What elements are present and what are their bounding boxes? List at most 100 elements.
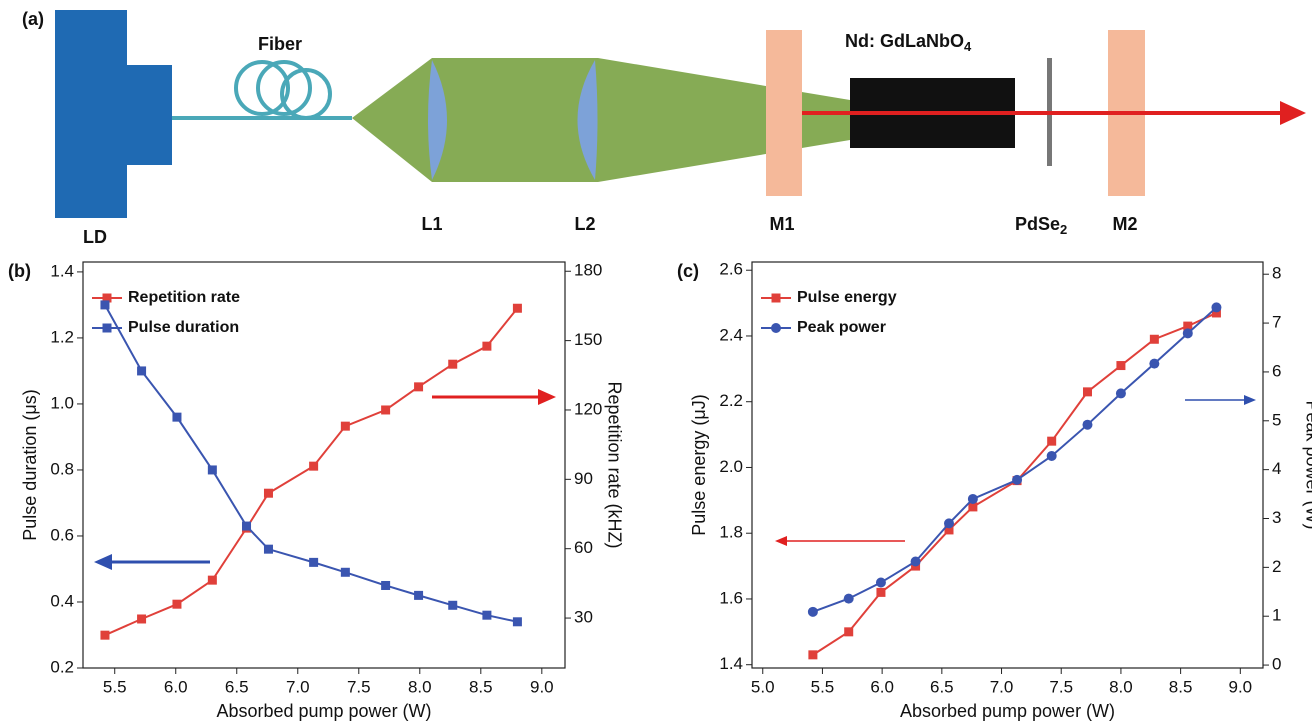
marker [309,461,319,471]
legend-marker [102,293,112,303]
marker [100,300,110,310]
lens-l2 [577,60,598,180]
marker [807,606,818,617]
x-axis-label: Absorbed pump power (W) [900,701,1115,721]
x-tick-label: 7.0 [286,677,310,696]
marker [172,412,182,422]
x-tick-label: 7.0 [990,677,1014,696]
marker [875,577,886,588]
marker [172,599,182,609]
marker [944,525,954,535]
y2-tick-label: 5 [1272,410,1281,429]
absorber-subscript: 2 [1060,222,1067,237]
marker [1149,358,1160,369]
marker [448,600,458,610]
y2-tick-label: 150 [574,330,602,349]
marker [309,557,319,567]
plot-frame [82,261,566,669]
panel-label: (c) [677,261,699,281]
y2-tick-label: 2 [1272,557,1281,576]
y2-tick-label: 180 [574,261,602,280]
x-tick-label: 6.0 [164,677,188,696]
l1-label: L1 [421,214,442,234]
y2-tick-label: 90 [574,469,593,488]
marker [207,465,217,475]
y2-axis-label: Peak power (W) [1302,400,1312,529]
marker [448,359,458,369]
fiber-label: Fiber [258,34,302,54]
marker [1012,474,1023,485]
y2-tick-label: 4 [1272,459,1281,478]
y-tick-label: 0.8 [50,459,74,478]
x-tick-label: 7.5 [347,677,371,696]
pump-beam [352,58,850,182]
legend-label: Repetition rate [128,289,240,306]
legend-label: Pulse energy [797,289,897,306]
y-tick-label: 1.8 [719,523,743,542]
marker [340,421,350,431]
marker [910,556,921,567]
legend-marker [771,323,781,333]
y-tick-label: 0.2 [50,657,74,676]
y2-tick-label: 6 [1272,361,1281,380]
m1-label: M1 [769,214,794,234]
marker [1115,388,1126,399]
y2-axis-label: Repetition rate (kHZ) [604,381,624,548]
y2-tick-label: 0 [1272,655,1281,674]
fiber-coil [234,60,332,120]
legend-marker [771,293,781,303]
marker [414,590,424,600]
x-tick-label: 9.0 [1228,677,1252,696]
marker [1149,334,1159,344]
marker [242,521,252,531]
panel-label: (a) [22,9,44,29]
series-line [812,306,1218,613]
marker [1183,321,1193,331]
chart: 5.0 5.5 6.0 6.5 7.0 7.5 8.0 8.5 9.0 1.4 1.6 1.8 2.0 2… [677,260,1312,721]
marker [381,405,391,415]
arrowhead [1244,395,1256,405]
x-tick-label: 9.0 [530,677,554,696]
y2-tick-label: 3 [1272,508,1281,527]
x-tick-label: 7.5 [1049,677,1073,696]
marker [1211,308,1221,318]
marker [512,617,522,627]
marker [381,580,391,590]
ld-label: LD [83,227,107,247]
x-tick-label: 6.5 [930,677,954,696]
marker [1182,328,1193,339]
setup-diagram: (a) Fiber LD L1 L2 M1 M2 Nd: GdLaNbO4 Pd… [22,9,1306,247]
marker [1046,450,1057,461]
y-tick-label: 0.6 [50,525,74,544]
legend-label: Peak power [797,319,886,336]
chart-arrows [94,389,1256,570]
y-tick-label: 2.2 [719,391,743,410]
marker [967,493,978,504]
y2-tick-label: 7 [1272,313,1281,332]
y-tick-label: 1.6 [719,588,743,607]
marker [968,502,978,512]
y2-tick-label: 120 [574,399,602,418]
absorber-label: PdSe2 [1015,214,1067,238]
panel-label: (b) [8,261,31,281]
y-tick-label: 2.0 [719,457,743,476]
legend-label: Pulse duration [128,319,239,336]
marker [1082,419,1093,430]
y-tick-label: 2.4 [719,325,743,344]
arrowhead [94,554,112,570]
y-tick-label: 1.0 [50,393,74,412]
x-tick-label: 8.5 [469,677,493,696]
x-tick-label: 8.0 [408,677,432,696]
marker [512,303,522,313]
marker [844,627,854,637]
m2-label: M2 [1112,214,1137,234]
chart: 5.5 6.0 6.5 7.0 7.5 8.0 8.5 9.0 0.2 0.4 0.6 0.8 1.0 1… [8,261,624,721]
laser-diode [55,10,172,218]
marker [137,614,147,624]
marker [482,610,492,620]
marker [263,488,273,498]
x-tick-label: 8.0 [1109,677,1133,696]
crystal-label: Nd: GdLaNbO4 [845,31,972,55]
y-axis-label: Pulse energy (μJ) [689,394,709,535]
